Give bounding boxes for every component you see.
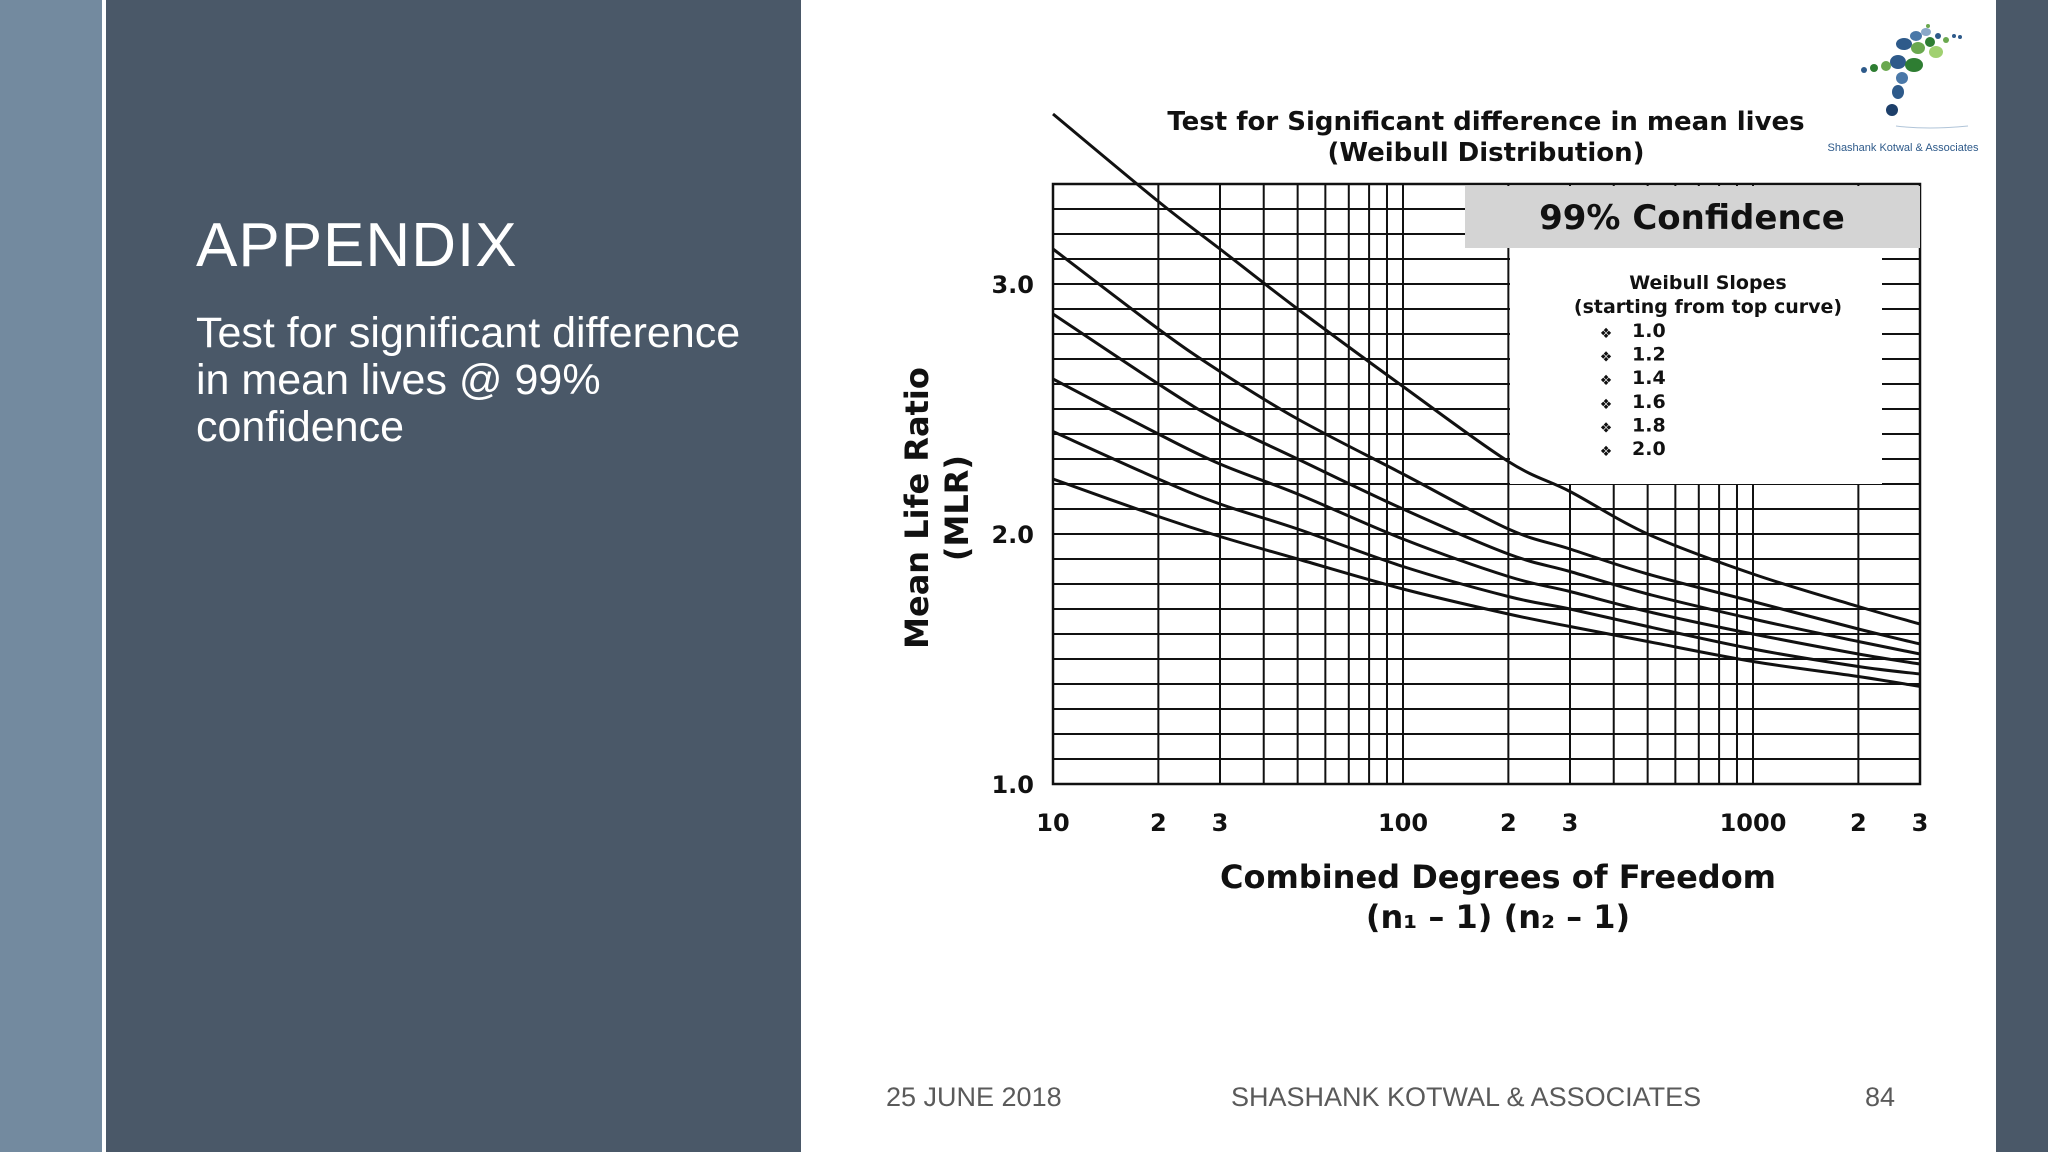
x-tick-label: 1000 [1720,809,1787,837]
left-accent-strip [0,0,102,1152]
curve-slope-1.0 [1052,112,1921,626]
y-axis-label: Mean Life Ratio [898,367,936,649]
legend-bullet-icon: ❖ [1600,420,1613,436]
title-panel [106,0,801,1152]
company-logo: Shashank Kotwal & Associates [1808,18,1998,158]
legend-subtitle: (starting from top curve) [1574,296,1842,318]
y-tick-label: 2.0 [991,521,1034,549]
legend-panel [1510,246,1882,484]
y-tick-label: 1.0 [991,771,1034,799]
confidence-badge [1465,186,1920,248]
x-axis-label: Combined Degrees of Freedom [1220,858,1776,896]
confidence-badge-label: 99% Confidence [1539,198,1845,238]
y-tick-labels: 1.0 2.0 3.0 [991,271,1034,799]
legend-item: 1.8 [1632,414,1666,436]
legend-bullet-icon: ❖ [1600,350,1613,366]
legend-bullet-icon: ❖ [1600,373,1613,389]
curve-slope-1.4 [1052,312,1921,656]
chart-subtitle: (Weibull Distribution) [1327,138,1644,168]
legend-bullet-icon: ❖ [1600,326,1613,342]
x-tick-label: 2 [1500,809,1517,837]
chart-legend: Weibull Slopes (starting from top curve)… [1574,272,1842,460]
curve-slope-1.2 [1052,247,1921,646]
slide-subtitle: Test for significant difference in mean … [196,309,741,451]
slide-title: APPENDIX [196,211,518,280]
right-accent-strip [1996,0,2048,1152]
x-tick-labels: 10 2 3 100 2 3 1000 2 3 [1036,809,1928,837]
curve-slope-1.6 [1052,377,1921,666]
legend-item: 2.0 [1632,438,1666,460]
curve-slope-1.8 [1052,430,1921,676]
legend-item: 1.4 [1632,367,1666,389]
legend-bullet-icon: ❖ [1600,444,1613,460]
x-axis-label-formula: (n₁ – 1) (n₂ – 1) [1366,898,1630,936]
plot-frame [1051,182,1922,786]
y-axis-label-unit: (MLR) [938,455,976,561]
chart-title: Test for Significant difference in mean … [1167,107,1804,137]
x-tick-label: 100 [1378,809,1428,837]
x-tick-label: 2 [1150,809,1167,837]
x-tick-label: 3 [1212,809,1229,837]
footer-company: SHASHANK KOTWAL & ASSOCIATES [1231,1082,1702,1112]
legend-item: 1.6 [1632,391,1666,413]
legend-background [1510,246,1882,484]
legend-title: Weibull Slopes [1629,272,1787,294]
legend-item: 1.2 [1632,344,1666,366]
x-tick-label: 3 [1912,809,1929,837]
logo-dots-icon [1861,24,1969,129]
curve-slope-2.0 [1052,477,1921,688]
x-tick-label: 10 [1036,809,1069,837]
chart-curves [1052,112,1921,688]
x-tick-label: 3 [1562,809,1579,837]
logo-text: Shashank Kotwal & Associates [1827,142,1979,154]
legend-bullet-icon: ❖ [1600,397,1613,413]
left-divider-line [102,0,106,1152]
footer-date: 25 JUNE 2018 [886,1082,1062,1112]
page-number: 84 [1865,1082,1896,1112]
x-tick-label: 2 [1850,809,1867,837]
legend-item: 1.0 [1632,320,1666,342]
y-tick-label: 3.0 [991,271,1034,299]
